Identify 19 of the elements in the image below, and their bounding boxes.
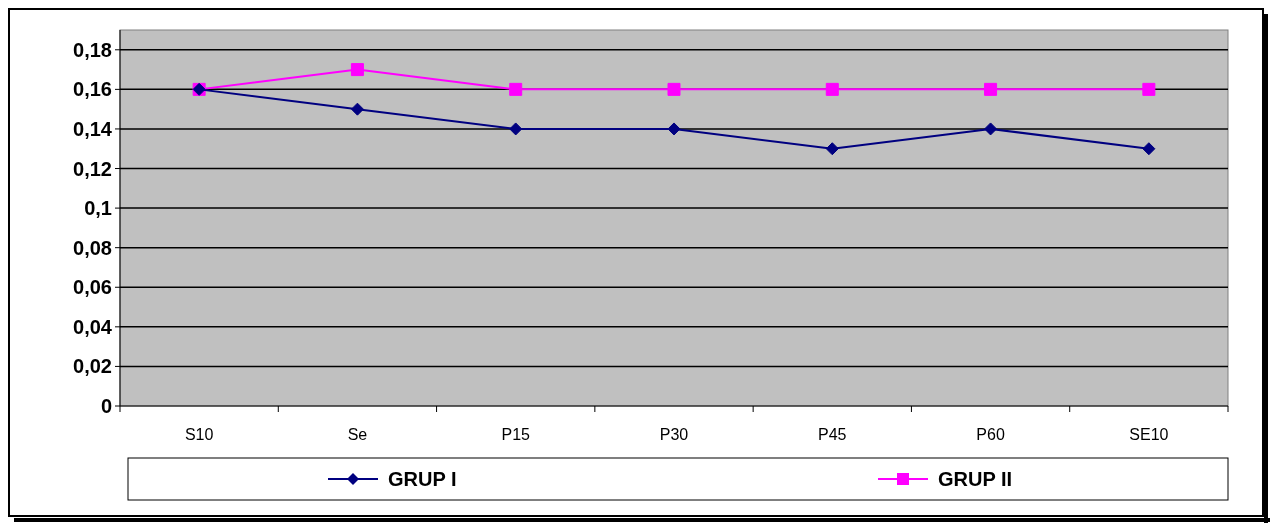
x-tick-label: P45 bbox=[818, 426, 847, 443]
y-tick-label: 0,18 bbox=[73, 38, 112, 61]
legend-label: GRUP I bbox=[388, 468, 457, 490]
y-tick-label: 0,04 bbox=[73, 315, 113, 338]
x-tick-label: P60 bbox=[976, 426, 1005, 443]
y-tick-label: 0,02 bbox=[73, 355, 112, 378]
y-tick-label: 0,14 bbox=[73, 117, 113, 140]
x-tick-label: S10 bbox=[184, 426, 214, 443]
y-tick-label: 0 bbox=[100, 395, 112, 417]
y-tick-label: 0,1 bbox=[84, 197, 112, 220]
y-tick-label: 0,06 bbox=[73, 276, 112, 299]
x-tick-label: SE10 bbox=[1129, 426, 1169, 443]
legend-label: GRUP II bbox=[938, 468, 1013, 490]
x-tick-label: Se bbox=[347, 426, 368, 443]
x-tick-label: P30 bbox=[659, 426, 689, 443]
y-tick-label: 0,16 bbox=[73, 78, 112, 101]
y-tick-label: 0,12 bbox=[73, 157, 112, 180]
x-tick-label: P15 bbox=[501, 426, 531, 443]
y-tick-label: 0,08 bbox=[73, 236, 112, 259]
